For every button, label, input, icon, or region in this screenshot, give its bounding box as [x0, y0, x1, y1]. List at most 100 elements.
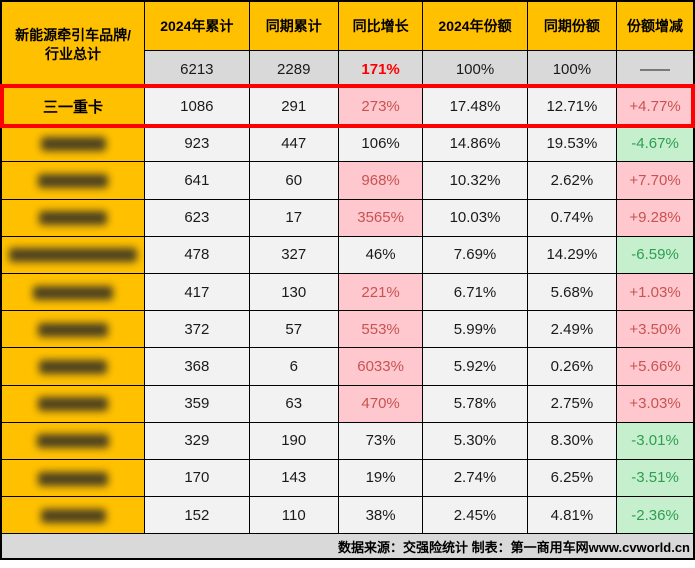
share-change-cell: -3.51% [616, 458, 695, 498]
col-header-cum-prev: 同期累计 [248, 0, 339, 51]
total-cum-prev: 2289 [248, 50, 339, 88]
growth-cell: 3565% [337, 198, 424, 237]
cum-prev-cell: 327 [248, 235, 339, 274]
col-header-growth: 同比增长 [337, 0, 424, 51]
share-change-cell: +7.70% [616, 161, 695, 200]
share-prev-cell: 8.30% [526, 421, 618, 460]
blurred-brand-name [40, 136, 106, 151]
brand-column-header: 新能源牵引车品牌/ 行业总计 [0, 0, 146, 88]
table-row: 329 190 73% 5.30% 8.30% -3.01% [0, 421, 695, 460]
table-row: 641 60 968% 10.32% 2.62% +7.70% [0, 161, 695, 200]
share-prev-cell: 5.68% [526, 272, 618, 312]
col-header-share2024: 2024年份额 [422, 0, 528, 51]
total-share-change: —— [616, 50, 695, 88]
blurred-brand-name [40, 508, 106, 523]
share2024-cell: 5.92% [422, 347, 528, 386]
share2024-cell: 17.48% [422, 86, 528, 126]
share2024-cell: 6.71% [422, 272, 528, 312]
brand-cell [0, 496, 146, 535]
blurred-brand-name [33, 285, 114, 300]
cum-prev-cell: 17 [248, 198, 339, 237]
growth-cell: 221% [337, 272, 424, 312]
total-cum2024: 6213 [144, 50, 250, 88]
cum2024-cell: 478 [144, 235, 250, 274]
cum2024-cell: 1086 [144, 86, 250, 126]
industry-total-row: 6213 2289 171% 100% 100% —— [1, 50, 695, 88]
table-row: 623 17 3565% 10.03% 0.74% +9.28% [0, 198, 695, 237]
cum-prev-cell: 6 [248, 347, 339, 386]
cum-prev-cell: 110 [248, 496, 339, 535]
share-prev-cell: 6.25% [526, 458, 618, 498]
blurred-brand-name [39, 359, 108, 374]
share-change-cell: -6.59% [616, 235, 695, 274]
growth-cell: 38% [337, 496, 424, 535]
brand-cell [0, 384, 146, 423]
cum2024-cell: 623 [144, 198, 250, 237]
share-change-cell: +4.77% [616, 86, 695, 126]
cum2024-cell: 641 [144, 161, 250, 200]
table-row: 417 130 221% 6.71% 5.68% +1.03% [0, 272, 695, 312]
cum2024-cell: 923 [144, 124, 250, 163]
share2024-cell: 10.03% [422, 198, 528, 237]
share2024-cell: 2.74% [422, 458, 528, 498]
total-growth: 171% [337, 50, 424, 88]
cum-prev-cell: 63 [248, 384, 339, 423]
share-change-cell: -4.67% [616, 124, 695, 163]
table-row: 359 63 470% 5.78% 2.75% +3.03% [0, 384, 695, 423]
growth-cell: 73% [337, 421, 424, 460]
share-change-cell: +1.03% [616, 272, 695, 312]
share-prev-cell: 0.74% [526, 198, 618, 237]
share-change-cell: +9.28% [616, 198, 695, 237]
share-change-cell: +5.66% [616, 347, 695, 386]
growth-cell: 6033% [337, 347, 424, 386]
brand-cell [0, 347, 146, 386]
cum-prev-cell: 190 [248, 421, 339, 460]
table-row: 368 6 6033% 5.92% 0.26% +5.66% [0, 347, 695, 386]
brand-cell [0, 161, 146, 200]
share-prev-cell: 19.53% [526, 124, 618, 163]
share-prev-cell: 2.49% [526, 310, 618, 349]
brand-header-line1: 新能源牵引车品牌/ [15, 26, 131, 43]
growth-cell: 106% [337, 124, 424, 163]
growth-cell: 968% [337, 161, 424, 200]
table-row: 478 327 46% 7.69% 14.29% -6.59% [0, 235, 695, 274]
cum-prev-cell: 291 [248, 86, 339, 126]
share2024-cell: 14.86% [422, 124, 528, 163]
share-change-cell: +3.03% [616, 384, 695, 423]
source-note: 数据来源：交强险统计 制表：第一商用车网www.cvworld.cn [0, 533, 695, 560]
share2024-cell: 5.78% [422, 384, 528, 423]
share2024-cell: 5.30% [422, 421, 528, 460]
cum-prev-cell: 447 [248, 124, 339, 163]
cum-prev-cell: 57 [248, 310, 339, 349]
share2024-cell: 10.32% [422, 161, 528, 200]
total-share-prev: 100% [526, 50, 618, 88]
blurred-brand-name [38, 471, 109, 486]
brand-cell [0, 458, 146, 498]
growth-cell: 470% [337, 384, 424, 423]
brand-header-line2: 行业总计 [45, 45, 102, 62]
cum2024-cell: 152 [144, 496, 250, 535]
table-row: 152 110 38% 2.45% 4.81% -2.36% [0, 496, 695, 535]
brand-cell: 三一重卡 [0, 86, 146, 126]
total-share2024: 100% [422, 50, 528, 88]
cum2024-cell: 417 [144, 272, 250, 312]
cum-prev-cell: 130 [248, 272, 339, 312]
growth-cell: 273% [337, 86, 424, 126]
growth-cell: 19% [337, 458, 424, 498]
table-row-highlighted: 三一重卡 1086 291 273% 17.48% 12.71% +4.77% [0, 86, 695, 126]
brand-cell [0, 272, 146, 312]
footer-row: 数据来源：交强险统计 制表：第一商用车网www.cvworld.cn [0, 533, 695, 560]
cum2024-cell: 368 [144, 347, 250, 386]
cum-prev-cell: 143 [248, 458, 339, 498]
share-change-cell: +3.50% [616, 310, 695, 349]
growth-cell: 553% [337, 310, 424, 349]
cum2024-cell: 359 [144, 384, 250, 423]
table-body: 三一重卡 1086 291 273% 17.48% 12.71% +4.77% 923 447 1… [0, 86, 695, 535]
share-prev-cell: 2.75% [526, 384, 618, 423]
brand-cell [0, 124, 146, 163]
growth-cell: 46% [337, 235, 424, 274]
cum2024-cell: 329 [144, 421, 250, 460]
brand-cell [0, 235, 146, 274]
